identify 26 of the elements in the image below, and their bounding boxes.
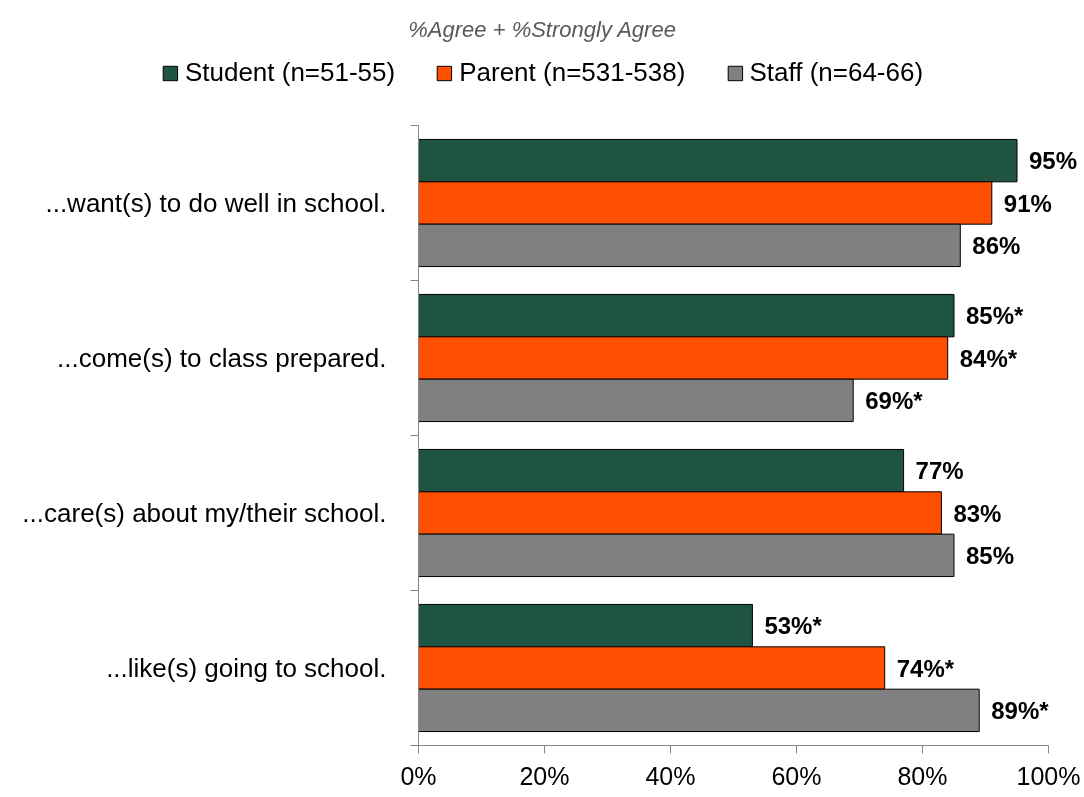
data-label: 74%*: [896, 654, 955, 682]
x-tick-label: 20%: [519, 761, 570, 790]
chart-title: %Agree + %Strongly Agree: [408, 16, 676, 42]
x-tick-label: 0%: [400, 761, 437, 790]
legend-label: Parent (n=531-538): [459, 57, 686, 88]
data-label: 91%: [1003, 189, 1052, 217]
data-label: 95%: [1029, 147, 1078, 175]
x-tick-label: 80%: [897, 761, 948, 790]
y-tick-label: ...like(s) going to school.: [106, 653, 387, 683]
data-label: 85%*: [966, 302, 1025, 330]
data-label: 84%*: [959, 344, 1018, 372]
data-label: 77%: [915, 457, 964, 485]
data-label: 53%*: [764, 612, 823, 640]
y-tick-label: ...care(s) about my/their school.: [22, 498, 387, 528]
data-label: 89%*: [991, 696, 1050, 724]
x-tick-label: 40%: [645, 761, 696, 790]
y-tick-label: ...come(s) to class prepared.: [57, 343, 387, 373]
x-tick-label: 100%: [1016, 761, 1081, 790]
data-label: 69%*: [865, 386, 924, 414]
x-tick-label: 60%: [771, 761, 822, 790]
data-label: 85%: [966, 541, 1015, 569]
legend-label: Student (n=51-55): [184, 57, 396, 88]
data-label: 86%: [972, 231, 1021, 259]
legend-label: Staff (n=64-66): [749, 57, 924, 88]
y-tick-label: ...want(s) to do well in school.: [45, 188, 387, 218]
data-label: 83%: [953, 499, 1002, 527]
